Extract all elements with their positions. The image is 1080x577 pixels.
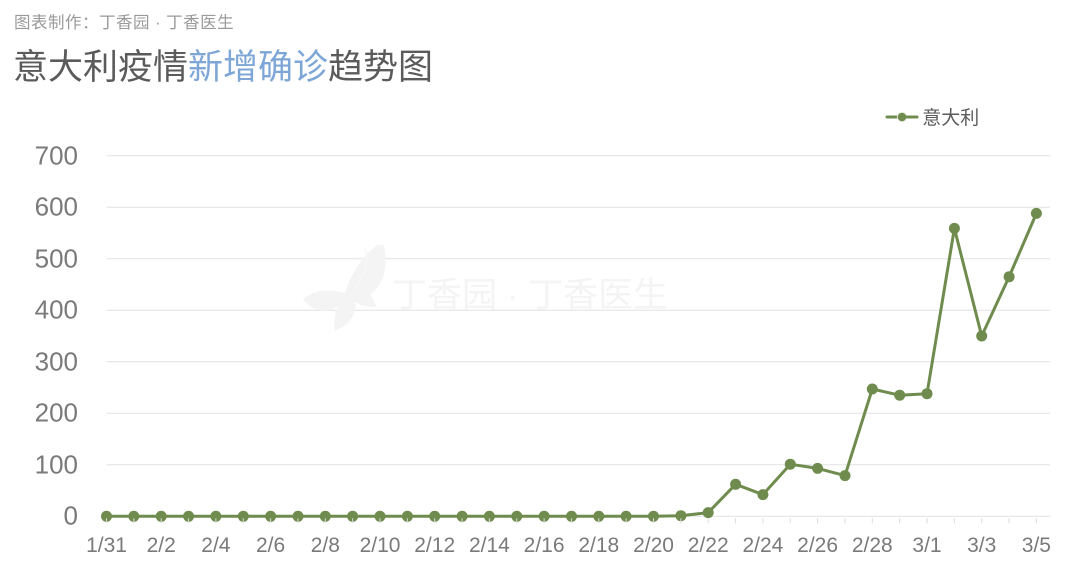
svg-text:丁香园 · 丁香医生: 丁香园 · 丁香医生 [392, 276, 668, 315]
